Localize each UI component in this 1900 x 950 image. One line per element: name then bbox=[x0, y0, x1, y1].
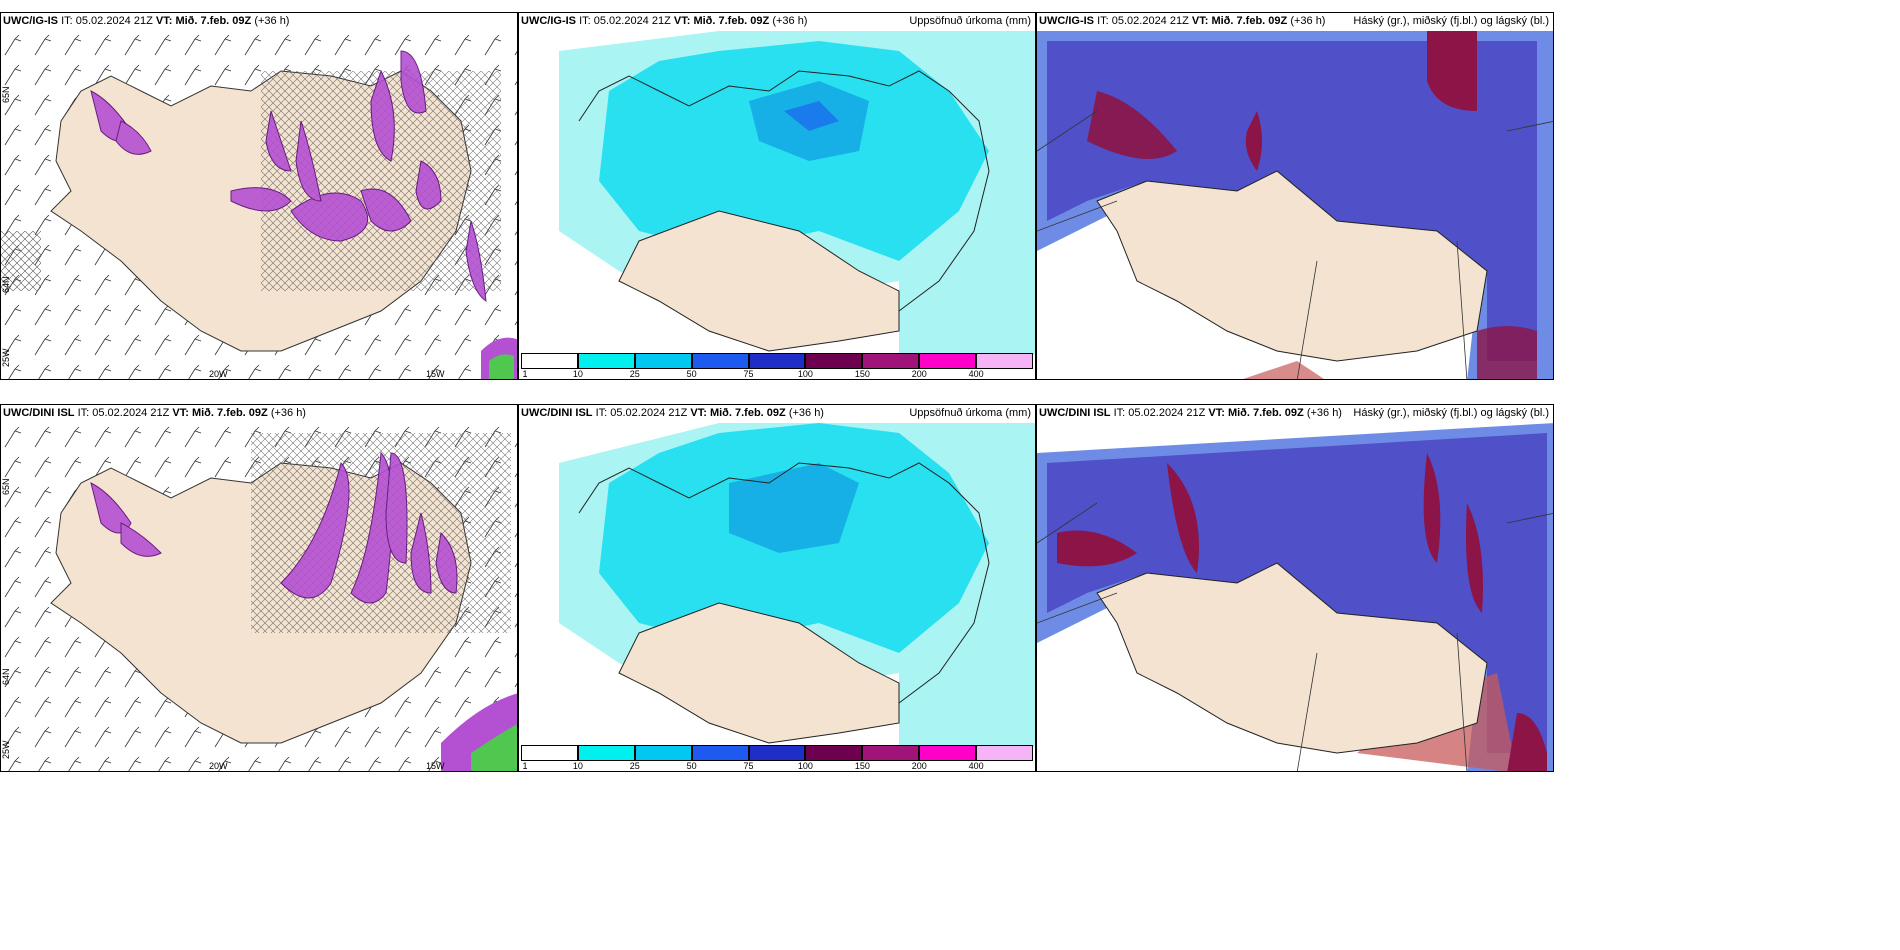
lat-label-25w: 25W bbox=[1, 740, 11, 759]
colorbar-segment bbox=[919, 745, 977, 761]
panel-wind-igis: UWC/IG-IS IT: 05.02.2024 21Z VT: Mið. 7.… bbox=[0, 12, 518, 380]
panel-title: UWC/DINI ISL IT: 05.02.2024 21Z VT: Mið.… bbox=[1039, 407, 1342, 419]
colorbar-segment bbox=[919, 353, 977, 369]
panel-clouds-dini: UWC/DINI ISL IT: 05.02.2024 21Z VT: Mið.… bbox=[1036, 404, 1554, 772]
colorbar-label: 25 bbox=[629, 369, 640, 379]
lat-label-65n: 65N bbox=[1, 86, 11, 103]
panel-precip-dini: UWC/DINI ISL IT: 05.02.2024 21Z VT: Mið.… bbox=[518, 404, 1036, 772]
panel-title: UWC/IG-IS IT: 05.02.2024 21Z VT: Mið. 7.… bbox=[521, 15, 808, 27]
colorbar-label: 150 bbox=[854, 761, 870, 771]
precip-map bbox=[519, 423, 1035, 747]
cloud-map bbox=[1037, 423, 1553, 771]
panel-field-name: Háský (gr.), miðský (fj.bl.) og lágský (… bbox=[1353, 407, 1549, 419]
lat-label-64n: 64N bbox=[1, 668, 11, 685]
panel-title: UWC/IG-IS IT: 05.02.2024 21Z VT: Mið. 7.… bbox=[1039, 15, 1326, 27]
wind-map bbox=[1, 31, 517, 379]
lon-label-20w: 20W bbox=[209, 369, 228, 379]
lat-label-25w: 25W bbox=[1, 348, 11, 367]
cloud-map bbox=[1037, 31, 1553, 379]
colorbar-segment bbox=[862, 745, 920, 761]
colorbar-segment bbox=[521, 353, 578, 369]
colorbar-label: 200 bbox=[911, 761, 927, 771]
colorbar-label: 200 bbox=[911, 369, 927, 379]
panel-precip-igis: UWC/IG-IS IT: 05.02.2024 21Z VT: Mið. 7.… bbox=[518, 12, 1036, 380]
lat-label-65n: 65N bbox=[1, 478, 11, 495]
lat-label-64n: 64N bbox=[1, 276, 11, 293]
panel-field-name: Uppsöfnuð úrkoma (mm) bbox=[909, 15, 1031, 27]
colorbar-label: 10 bbox=[572, 761, 583, 771]
colorbar-label: 25 bbox=[629, 761, 640, 771]
wind-map bbox=[1, 423, 517, 771]
lon-label-15w: 15W bbox=[426, 761, 445, 771]
panel-title: UWC/DINI ISL IT: 05.02.2024 21Z VT: Mið.… bbox=[521, 407, 824, 419]
precip-map bbox=[519, 31, 1035, 355]
colorbar-label: 400 bbox=[968, 369, 984, 379]
colorbar-label: 150 bbox=[854, 369, 870, 379]
colorbar-segment bbox=[862, 353, 920, 369]
colorbar-label: 50 bbox=[686, 761, 697, 771]
colorbar-segment bbox=[691, 745, 749, 761]
colorbar-label: 400 bbox=[968, 761, 984, 771]
colorbar-segment bbox=[634, 353, 692, 369]
colorbar-segment bbox=[976, 353, 1033, 369]
colorbar-label: 1 bbox=[522, 761, 528, 771]
panel-field-name: Háský (gr.), miðský (fj.bl.) og lágský (… bbox=[1353, 15, 1549, 27]
colorbar-segment bbox=[748, 745, 806, 761]
colorbar-segment bbox=[521, 745, 578, 761]
panel-wind-dini: UWC/DINI ISL IT: 05.02.2024 21Z VT: Mið.… bbox=[0, 404, 518, 772]
panel-title: UWC/IG-IS IT: 05.02.2024 21Z VT: Mið. 7.… bbox=[3, 15, 290, 27]
colorbar: 1 10 25 50 75 100 150 200 400 bbox=[521, 353, 1033, 379]
colorbar-label: 1 bbox=[522, 369, 528, 379]
colorbar-label: 75 bbox=[743, 761, 754, 771]
colorbar-segment bbox=[577, 745, 635, 761]
panel-clouds-igis: UWC/IG-IS IT: 05.02.2024 21Z VT: Mið. 7.… bbox=[1036, 12, 1554, 380]
colorbar-segment bbox=[577, 353, 635, 369]
colorbar-segment bbox=[805, 745, 863, 761]
colorbar-label: 50 bbox=[686, 369, 697, 379]
colorbar-segment bbox=[634, 745, 692, 761]
colorbar-label: 10 bbox=[572, 369, 583, 379]
lon-label-15w: 15W bbox=[426, 369, 445, 379]
lon-label-20w: 20W bbox=[209, 761, 228, 771]
colorbar-segment bbox=[805, 353, 863, 369]
panel-title: UWC/DINI ISL IT: 05.02.2024 21Z VT: Mið.… bbox=[3, 407, 306, 419]
colorbar-label: 100 bbox=[797, 761, 813, 771]
colorbar-segment bbox=[976, 745, 1033, 761]
colorbar-segment bbox=[748, 353, 806, 369]
colorbar-label: 100 bbox=[797, 369, 813, 379]
colorbar: 1 10 25 50 75 100 150 200 400 bbox=[521, 745, 1033, 771]
panel-field-name: Uppsöfnuð úrkoma (mm) bbox=[909, 407, 1031, 419]
colorbar-segment bbox=[691, 353, 749, 369]
colorbar-label: 75 bbox=[743, 369, 754, 379]
